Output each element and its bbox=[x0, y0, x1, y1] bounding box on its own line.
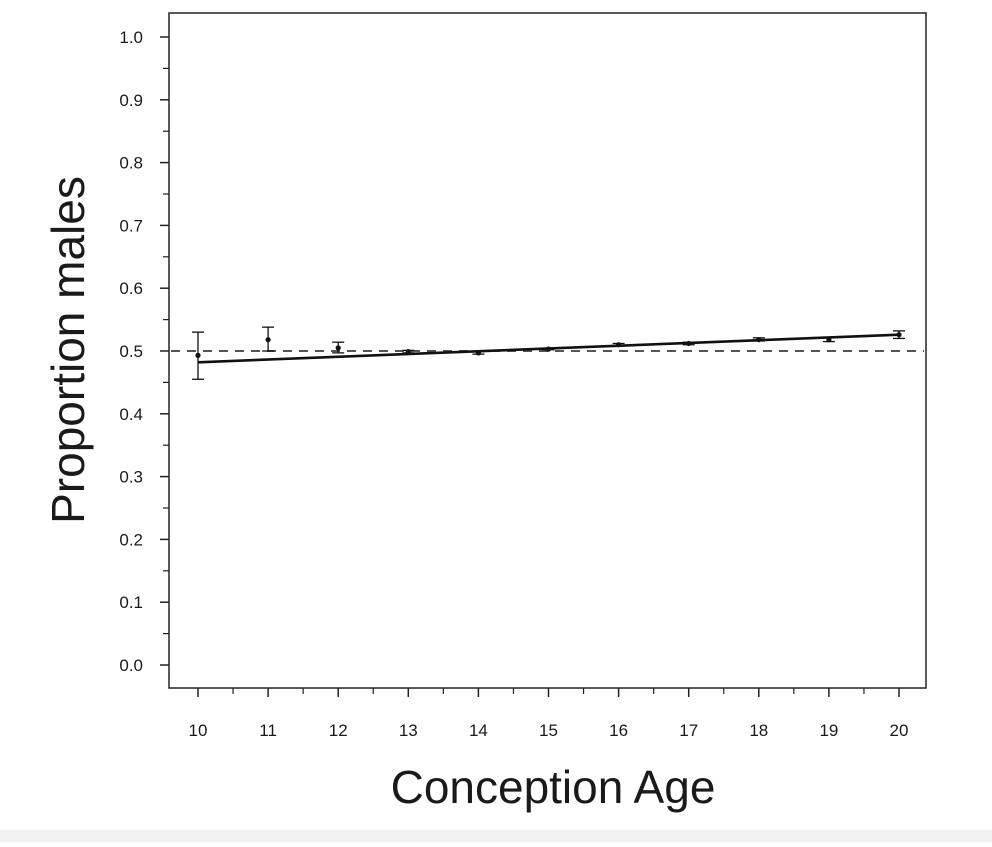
data-point bbox=[265, 337, 271, 343]
x-tick-label: 13 bbox=[399, 721, 418, 740]
y-tick-label: 0.9 bbox=[119, 91, 143, 110]
y-axis: 0.0 0.1 0.2 0.3 0.4 0.5 0.6 0.7 0.8 0.9 1.0 bbox=[119, 28, 169, 675]
data-point bbox=[475, 350, 481, 356]
x-tick-label: 17 bbox=[679, 721, 698, 740]
y-tick-label: 0.8 bbox=[119, 154, 143, 173]
x-tick-label: 19 bbox=[819, 721, 838, 740]
data-point bbox=[896, 332, 902, 338]
x-tick-label: 20 bbox=[890, 721, 909, 740]
data-point bbox=[545, 346, 552, 352]
x-tick-label: 14 bbox=[469, 721, 488, 740]
y-tick-label: 0.2 bbox=[119, 530, 143, 549]
y-tick-label: 0.4 bbox=[119, 405, 143, 424]
data-point bbox=[335, 345, 341, 351]
x-tick-label: 11 bbox=[259, 721, 277, 740]
x-tick-label: 16 bbox=[609, 721, 628, 740]
y-axis-title: Proportion males bbox=[42, 176, 94, 524]
data-points bbox=[192, 326, 905, 380]
data-point bbox=[405, 349, 411, 355]
data-point bbox=[686, 340, 692, 347]
data-point bbox=[826, 337, 832, 343]
x-tick-label: 18 bbox=[749, 721, 768, 740]
y-tick-label: 0.0 bbox=[119, 656, 143, 675]
data-point bbox=[195, 352, 201, 358]
x-tick-label: 15 bbox=[539, 721, 558, 740]
x-axis-title: Conception Age bbox=[391, 761, 716, 813]
y-tick-label: 0.5 bbox=[119, 342, 143, 361]
y-tick-label: 0.6 bbox=[119, 279, 143, 298]
y-tick-label: 0.1 bbox=[119, 593, 143, 612]
y-tick-label: 0.3 bbox=[119, 468, 143, 487]
x-tick-label: 10 bbox=[189, 721, 208, 740]
data-point bbox=[756, 337, 762, 343]
x-tick-label: 12 bbox=[329, 721, 348, 740]
bottom-strip bbox=[0, 830, 992, 842]
y-tick-label: 1.0 bbox=[119, 28, 143, 47]
data-point bbox=[616, 342, 622, 348]
x-axis: 10 11 12 13 14 15 16 17 18 19 20 bbox=[189, 688, 909, 740]
y-tick-label: 0.7 bbox=[119, 216, 143, 235]
